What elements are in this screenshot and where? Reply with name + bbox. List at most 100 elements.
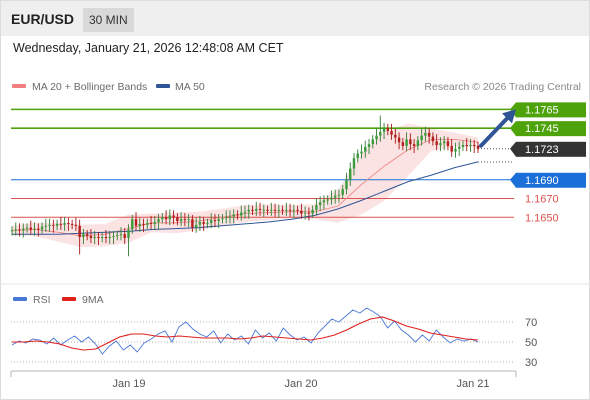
candle-body: [405, 139, 408, 146]
candle-body: [232, 214, 235, 217]
timeframe-button[interactable]: 30 MIN: [83, 8, 134, 32]
candle-body: [454, 148, 457, 152]
candle-body: [318, 202, 322, 206]
candle-body: [172, 215, 175, 218]
candle: [382, 122, 386, 139]
candle-body: [157, 219, 160, 222]
trend-arrow-shaft: [479, 115, 510, 148]
candle-body: [240, 212, 243, 216]
candle: [221, 214, 224, 224]
rsi-panel: 70 50 30: [11, 307, 537, 369]
candle-body: [97, 237, 100, 239]
candle-body: [55, 223, 59, 226]
candle-body: [179, 219, 183, 222]
candle: [89, 229, 93, 244]
candle: [431, 132, 435, 146]
candle: [168, 209, 172, 226]
candle: [25, 223, 29, 233]
legend-label-rsi: RSI: [33, 294, 51, 306]
candle: [442, 136, 446, 151]
candle: [341, 184, 344, 200]
candle: [127, 224, 130, 257]
candle: [247, 204, 250, 219]
candle: [330, 190, 333, 205]
candle-body: [116, 235, 119, 237]
candle-body: [25, 227, 29, 229]
candle-body: [131, 219, 134, 230]
candle-body: [386, 128, 390, 131]
candle-body: [52, 224, 55, 226]
candle-body: [70, 223, 74, 225]
candle: [292, 204, 296, 218]
candle-body: [168, 215, 172, 220]
candle-body: [206, 222, 209, 224]
level-tag-pointer: [510, 141, 516, 157]
candle-body: [138, 223, 141, 226]
legend-label-ma50: MA 50: [175, 81, 205, 93]
candle: [379, 115, 382, 142]
candle-body: [262, 209, 266, 211]
candle: [224, 210, 228, 224]
candle-body: [292, 209, 296, 211]
candle: [270, 202, 273, 216]
candle: [217, 214, 220, 229]
candle: [311, 205, 314, 218]
candle-body: [311, 209, 314, 214]
candle: [10, 226, 14, 236]
candle-body: [394, 134, 397, 138]
candle-body: [333, 195, 337, 198]
candle: [37, 223, 40, 237]
candle-body: [194, 224, 198, 228]
candle: [435, 134, 438, 151]
candle-body: [224, 217, 228, 219]
level-tag-pointer: [510, 121, 516, 137]
candle-body: [461, 145, 465, 147]
candle-body: [273, 209, 277, 211]
level-tag-1.1745: [516, 121, 586, 137]
candle-body: [397, 137, 401, 143]
candle: [450, 138, 453, 157]
candle: [183, 213, 187, 227]
candle-body: [303, 212, 307, 214]
legend-swatch-ma50: [156, 84, 170, 88]
candle-body: [187, 219, 190, 221]
candle-body: [439, 143, 442, 146]
candle: [457, 141, 461, 156]
candle: [251, 205, 254, 215]
candle: [206, 218, 209, 229]
candle-body: [364, 146, 367, 152]
candle-body: [382, 128, 386, 132]
candle: [40, 222, 44, 234]
candle: [232, 209, 235, 224]
x-tick-label-jan19: Jan 19: [112, 378, 145, 390]
candle: [243, 205, 247, 219]
rsi-tick-label-50: 50: [525, 337, 537, 349]
level-label-1.1745: 1.1745: [525, 123, 559, 135]
candle: [172, 210, 175, 225]
candle-body: [390, 130, 393, 135]
candle: [187, 214, 190, 228]
candle: [112, 230, 115, 245]
trend-arrow: [479, 109, 516, 148]
candle: [74, 217, 78, 231]
candle-body: [213, 220, 217, 222]
candle-body: [198, 222, 202, 225]
x-tick-label-jan21: Jan 21: [456, 378, 489, 390]
candle-body: [85, 234, 89, 237]
candle: [405, 132, 408, 152]
candle: [240, 205, 243, 221]
chart-header: EUR/USD 30 MIN: [1, 1, 589, 36]
legend-label-9ma: 9MA: [82, 294, 104, 306]
candle-body: [59, 223, 63, 225]
candle: [318, 196, 322, 212]
candle-body: [270, 209, 273, 211]
candle: [296, 205, 299, 215]
candle-body: [330, 197, 333, 200]
candle-body: [360, 151, 363, 154]
candle-body: [367, 144, 371, 147]
candle-body: [191, 219, 194, 228]
candle-body: [10, 230, 14, 232]
candle-body: [431, 136, 435, 142]
candle: [349, 162, 352, 186]
candle-body: [123, 234, 126, 238]
